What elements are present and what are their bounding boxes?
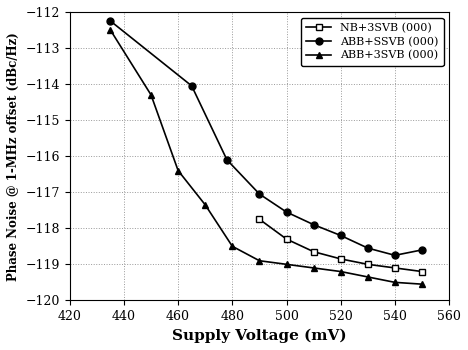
Y-axis label: Phase Noise @ 1-MHz offset (dBc/Hz): Phase Noise @ 1-MHz offset (dBc/Hz) bbox=[7, 32, 20, 281]
ABB+SSVB (000) bbox=[224, 158, 230, 162]
ABB+3SVB (000) bbox=[365, 275, 371, 279]
Line: ABB+3SVB (000): ABB+3SVB (000) bbox=[107, 27, 425, 288]
ABB+3SVB (000) bbox=[284, 262, 289, 266]
ABB+3SVB (000) bbox=[148, 93, 154, 97]
ABB+3SVB (000) bbox=[311, 266, 316, 270]
ABB+3SVB (000) bbox=[229, 244, 235, 248]
ABB+3SVB (000) bbox=[392, 280, 398, 285]
NB+3SVB (000) bbox=[419, 270, 425, 274]
NB+3SVB (000) bbox=[338, 257, 344, 261]
Legend: NB+3SVB (000), ABB+SSVB (000), ABB+3SVB (000): NB+3SVB (000), ABB+SSVB (000), ABB+3SVB … bbox=[301, 18, 444, 66]
ABB+SSVB (000) bbox=[284, 210, 289, 214]
ABB+SSVB (000) bbox=[419, 248, 425, 252]
ABB+SSVB (000) bbox=[256, 192, 262, 196]
X-axis label: Supply Voltage (mV): Supply Voltage (mV) bbox=[172, 329, 347, 343]
NB+3SVB (000) bbox=[284, 237, 289, 241]
ABB+3SVB (000) bbox=[419, 282, 425, 286]
ABB+SSVB (000) bbox=[338, 233, 344, 238]
ABB+3SVB (000) bbox=[203, 203, 208, 207]
NB+3SVB (000) bbox=[365, 262, 371, 266]
ABB+3SVB (000) bbox=[338, 270, 344, 274]
ABB+SSVB (000) bbox=[392, 253, 398, 257]
ABB+SSVB (000) bbox=[189, 84, 195, 88]
ABB+3SVB (000) bbox=[108, 28, 113, 32]
NB+3SVB (000) bbox=[392, 266, 398, 270]
ABB+SSVB (000) bbox=[365, 246, 371, 250]
ABB+SSVB (000) bbox=[311, 223, 316, 227]
NB+3SVB (000) bbox=[311, 250, 316, 254]
ABB+SSVB (000) bbox=[108, 19, 113, 23]
NB+3SVB (000) bbox=[256, 217, 262, 221]
ABB+3SVB (000) bbox=[176, 168, 181, 173]
Line: NB+3SVB (000): NB+3SVB (000) bbox=[256, 216, 425, 275]
ABB+3SVB (000) bbox=[256, 259, 262, 263]
Line: ABB+SSVB (000): ABB+SSVB (000) bbox=[107, 18, 425, 259]
